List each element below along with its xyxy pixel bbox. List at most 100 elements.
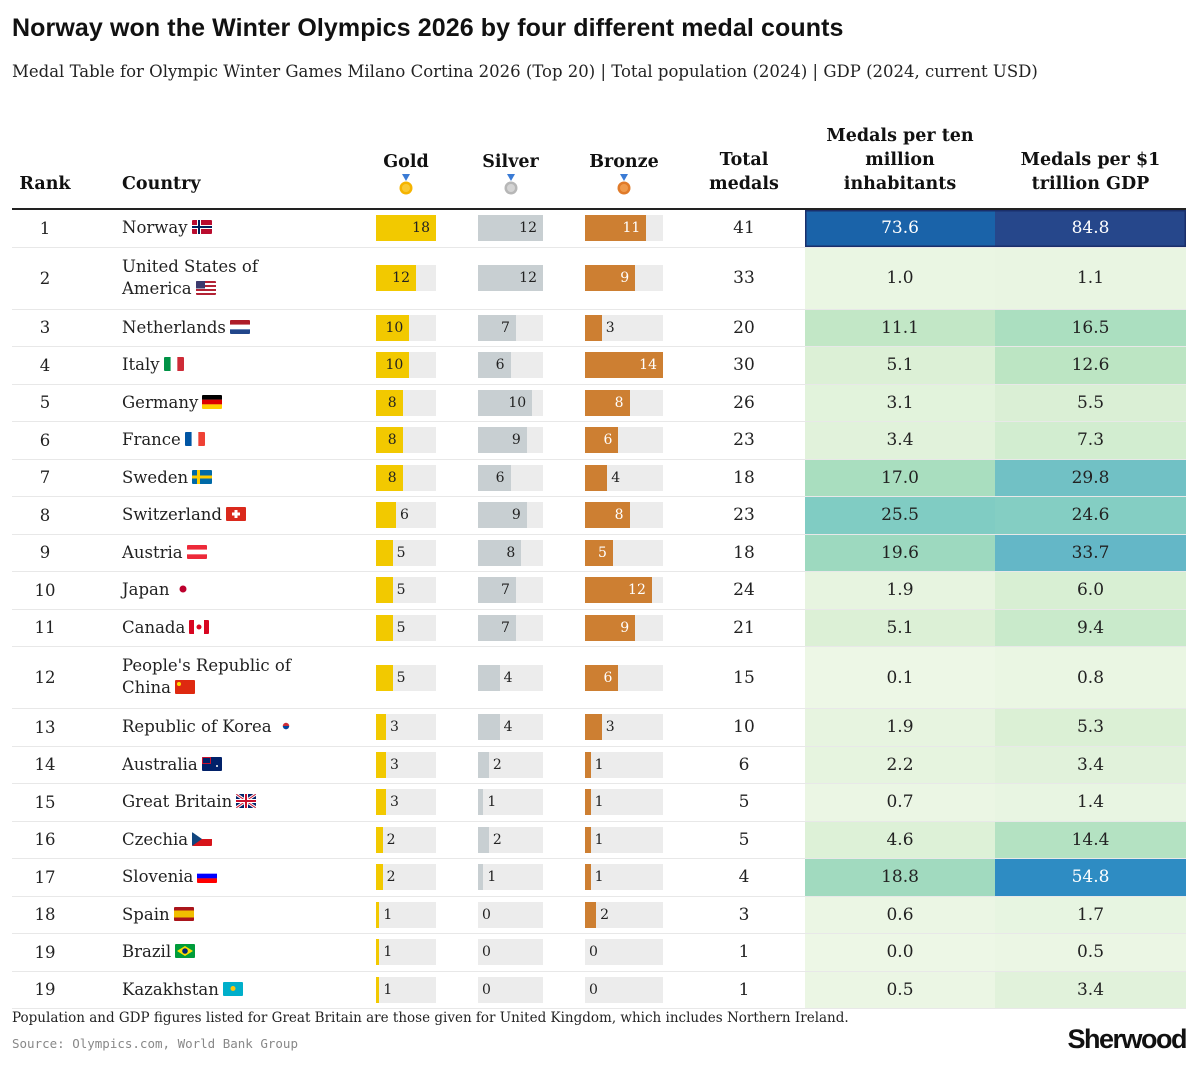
total-cell: 18 bbox=[733, 467, 755, 488]
per-population-cell: 0.5 bbox=[805, 971, 995, 1008]
gold-bar-track: 1 bbox=[376, 976, 436, 1003]
silver-count-label: 7 bbox=[501, 582, 510, 599]
total-cell: 18 bbox=[733, 542, 755, 563]
table-row: 14 Australia 3 2 1 6 2.2 3.4 bbox=[12, 746, 1186, 784]
flag-wrap bbox=[222, 505, 246, 524]
silver-bar-cell: 6 bbox=[478, 347, 543, 384]
bronze-bar-track: 1 bbox=[585, 864, 663, 891]
rank-cell: 5 bbox=[39, 393, 51, 413]
gold-bar-cell: 3 bbox=[376, 784, 436, 821]
silver-bar-track: 8 bbox=[478, 539, 543, 566]
silver-count-label: 0 bbox=[482, 906, 491, 923]
gold-bar bbox=[376, 314, 410, 341]
per-gdp-cell: 14.4 bbox=[995, 821, 1186, 858]
silver-bar bbox=[478, 314, 516, 341]
rank-cell: 6 bbox=[39, 430, 51, 450]
chart-title: Norway won the Winter Olympics 2026 by f… bbox=[12, 14, 844, 42]
rank-cell: 17 bbox=[34, 867, 56, 887]
silver-bar bbox=[478, 751, 489, 778]
gold-bar-track: 18 bbox=[376, 215, 436, 242]
bronze-count-label: 1 bbox=[594, 756, 604, 773]
table-row: 15 Great Britain 3 1 1 5 0.7 1.4 bbox=[12, 784, 1186, 822]
country-name: Brazil bbox=[122, 942, 172, 961]
gold-bar-track: 5 bbox=[376, 614, 436, 641]
flag-us-icon bbox=[195, 280, 216, 295]
country-name: Kazakhstan bbox=[122, 979, 219, 999]
gold-bar-cell: 5 bbox=[376, 572, 436, 609]
bronze-bar bbox=[585, 352, 663, 379]
gold-bar-cell: 6 bbox=[376, 497, 436, 534]
gold-bar-track: 8 bbox=[376, 389, 436, 416]
country-cell: Brazil bbox=[122, 934, 332, 971]
country-name: Republic of Korea bbox=[122, 717, 272, 736]
bronze-bar-track: 9 bbox=[585, 265, 663, 291]
country-name: Great Britain bbox=[122, 792, 233, 811]
gold-bar-track: 5 bbox=[376, 577, 436, 604]
gold-bar-cell: 3 bbox=[376, 709, 436, 746]
gold-bar-track: 2 bbox=[376, 826, 436, 853]
total-cell: 33 bbox=[733, 268, 755, 288]
table-row: 16 Czechia 2 2 1 5 4.6 14.4 bbox=[12, 821, 1186, 859]
bronze-bar bbox=[585, 714, 602, 741]
rank-cell: 9 bbox=[39, 543, 51, 563]
per-gdp-cell: 84.8 bbox=[995, 210, 1186, 247]
bronze-bar bbox=[585, 389, 630, 416]
flag-cn-icon bbox=[175, 680, 195, 694]
gold-count-label: 6 bbox=[400, 507, 409, 524]
country-cell: Czechia bbox=[122, 822, 332, 859]
header-per-gdp: Medals per $1 trillion GDP bbox=[995, 148, 1186, 196]
bronze-bar-track: 8 bbox=[585, 502, 663, 529]
flag-nl-icon bbox=[229, 319, 250, 334]
per-gdp-cell: 1.7 bbox=[995, 896, 1186, 933]
silver-count-label: 8 bbox=[506, 544, 516, 561]
per-gdp-cell: 3.4 bbox=[995, 971, 1186, 1008]
rank-cell: 2 bbox=[39, 268, 51, 288]
silver-bar-track: 4 bbox=[478, 664, 543, 691]
per-gdp-cell: 9.4 bbox=[995, 609, 1186, 646]
bronze-bar bbox=[585, 265, 636, 291]
silver-bar bbox=[478, 539, 522, 566]
gold-bar-cell: 8 bbox=[376, 422, 436, 459]
rank-cell: 13 bbox=[34, 717, 56, 737]
silver-bar-cell: 4 bbox=[478, 709, 543, 746]
table-header: Rank Country Gold Silver Bronze Total me… bbox=[12, 112, 1186, 210]
gold-bar bbox=[376, 352, 410, 379]
gold-count-label: 12 bbox=[392, 270, 410, 286]
bronze-bar-track: 12 bbox=[585, 577, 663, 604]
bronze-bar bbox=[585, 577, 652, 604]
country-name: Italy bbox=[122, 355, 160, 374]
bronze-bar-track: 8 bbox=[585, 389, 663, 416]
silver-bar-track: 2 bbox=[478, 826, 543, 853]
gold-count-label: 3 bbox=[390, 719, 399, 736]
country-cell: Sweden bbox=[122, 460, 332, 497]
gold-count-label: 8 bbox=[387, 469, 397, 486]
total-cell: 3 bbox=[738, 904, 750, 925]
gold-bar-track: 3 bbox=[376, 714, 436, 741]
gold-count-label: 5 bbox=[396, 669, 406, 686]
total-cell: 24 bbox=[733, 580, 755, 601]
table-row: 18 Spain 1 0 2 3 0.6 1.7 bbox=[12, 896, 1186, 934]
gold-bar-track: 1 bbox=[376, 939, 436, 966]
flag-de-icon bbox=[202, 394, 223, 409]
silver-bar-cell: 9 bbox=[478, 422, 543, 459]
flag-wrap bbox=[232, 792, 257, 811]
silver-bar bbox=[478, 664, 500, 691]
header-bronze-label: Bronze bbox=[589, 152, 659, 172]
bronze-bar-cell: 9 bbox=[585, 248, 663, 309]
per-gdp-cell: 24.6 bbox=[995, 497, 1186, 534]
flag-wrap bbox=[219, 980, 243, 999]
bronze-count-label: 1 bbox=[594, 869, 604, 886]
bronze-bar-cell: 1 bbox=[585, 859, 663, 896]
table-row: 13 Republic of Korea 3 4 3 10 1.9 5.3 bbox=[12, 709, 1186, 747]
country-name: Canada bbox=[122, 617, 186, 637]
bronze-bar-cell: 9 bbox=[585, 610, 663, 647]
gold-count-label: 5 bbox=[396, 582, 406, 599]
bronze-count-label: 0 bbox=[589, 944, 598, 961]
flag-jp-icon bbox=[173, 582, 194, 596]
silver-bar-track: 1 bbox=[478, 789, 543, 816]
bronze-bar-cell: 5 bbox=[585, 535, 663, 572]
gold-count-label: 2 bbox=[386, 869, 396, 886]
gold-bar bbox=[376, 215, 436, 242]
total-cell: 15 bbox=[733, 667, 755, 688]
gold-bar bbox=[376, 789, 386, 816]
